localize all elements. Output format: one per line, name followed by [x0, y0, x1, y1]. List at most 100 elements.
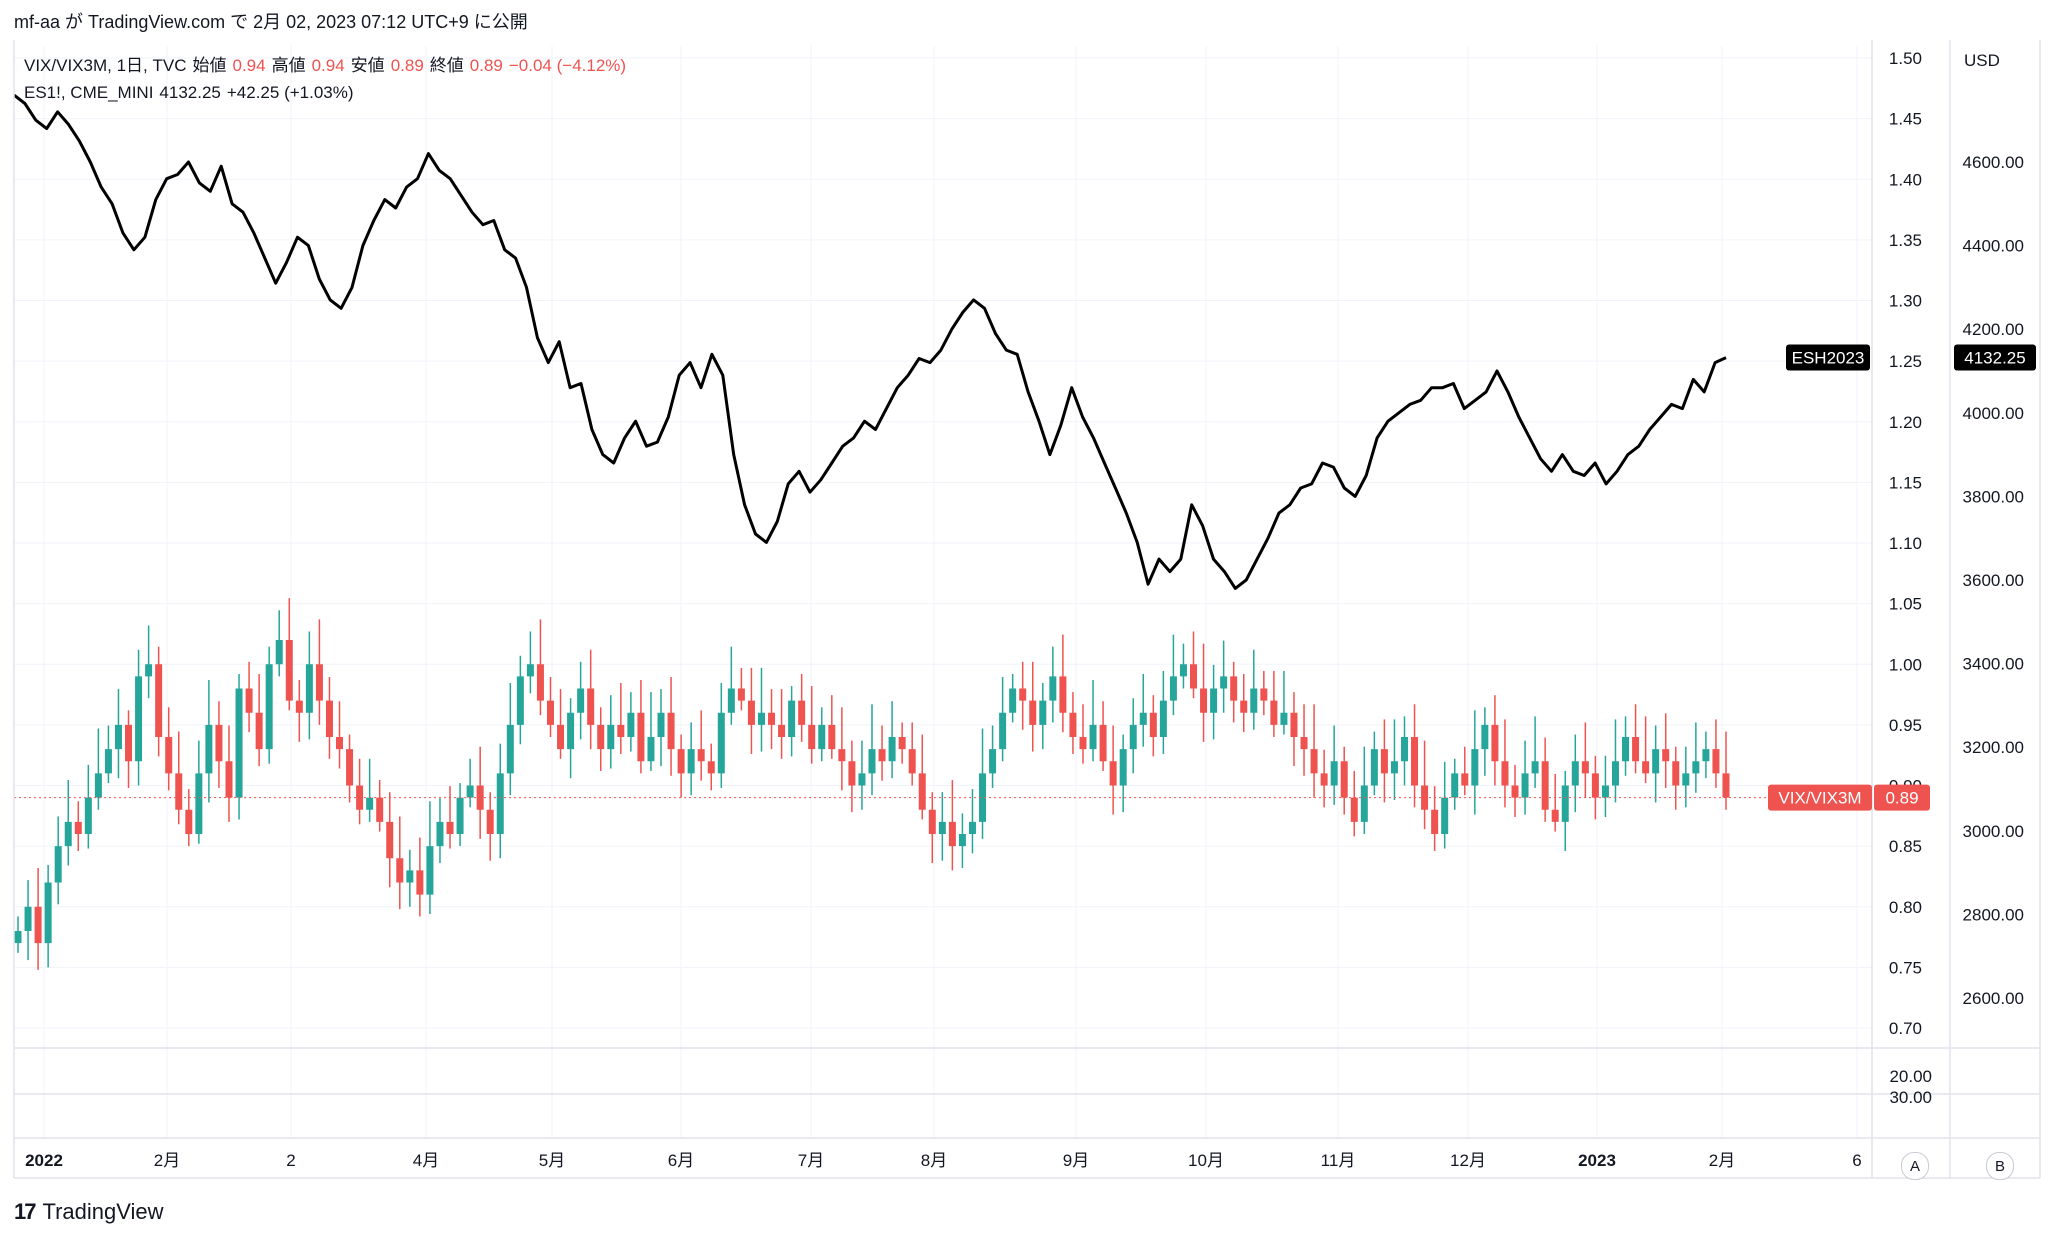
left-axis-tick: 1.40: [1889, 170, 1922, 189]
candle-body: [536, 664, 544, 701]
time-axis-label: 10月: [1188, 1151, 1224, 1170]
candle-body: [1210, 688, 1218, 713]
candle-body: [44, 882, 52, 944]
candle-body: [94, 773, 102, 798]
candle-body: [999, 712, 1007, 750]
lower-pane: 20.00 30.00: [1889, 1067, 1932, 1107]
candle-body: [436, 821, 444, 847]
candle-body: [376, 797, 384, 822]
candle-body: [888, 737, 896, 762]
legend-close-label: 終値: [429, 56, 464, 75]
candle-body: [506, 724, 514, 774]
candle-body: [14, 931, 22, 944]
candle-body: [788, 700, 796, 737]
candle-body: [938, 821, 946, 834]
candle-body: [1320, 773, 1328, 786]
candle-body: [617, 724, 625, 737]
left-axis-tick: 0.80: [1889, 898, 1922, 917]
candle-body: [798, 700, 806, 725]
candle-body: [768, 712, 776, 725]
candle-body: [747, 700, 755, 725]
time-axis-label: 5月: [539, 1151, 565, 1170]
candle-body: [305, 664, 313, 713]
candle-body: [1551, 809, 1559, 822]
candle-body: [195, 773, 203, 834]
left-axis-tick: 1.00: [1889, 655, 1922, 674]
right-price-axis[interactable]: USD 4600.00 4400.00 4200.00 4000.00 3800.00 36…: [1963, 51, 2024, 1008]
candle-body: [135, 676, 143, 762]
candle-body: [818, 724, 826, 750]
candle-body: [1019, 688, 1027, 701]
tradingview-logo-icon: 17: [14, 1199, 37, 1224]
vix-symbol-tag-label: VIX/VIX3M: [1778, 789, 1861, 808]
candle-body: [285, 640, 293, 701]
vix-symbol-tag: [1768, 784, 1872, 811]
candle-body: [74, 821, 82, 834]
candle-body: [516, 676, 524, 725]
candle-body: [84, 797, 92, 834]
candle-body: [1270, 700, 1278, 725]
time-axis-label: 2: [286, 1151, 295, 1170]
publish-header: mf-aa が TradingView.com で 2月 02, 2023 07…: [14, 12, 528, 32]
legend-open-value: 0.94: [232, 56, 266, 75]
candle-body: [1099, 724, 1107, 762]
right-axis-tick: 3600.00: [1963, 571, 2024, 590]
candle-body: [386, 821, 394, 859]
candle-body: [1300, 737, 1308, 750]
candle-body: [657, 712, 665, 737]
candle-body: [24, 906, 32, 931]
candle-body: [1431, 809, 1439, 834]
candle-body: [1400, 737, 1408, 762]
candle-body: [597, 724, 605, 750]
time-axis[interactable]: 2022 2月 2 4月 5月 6月 7月 8月 9月 10月 11月 12月 2023 2月 6: [25, 1151, 1862, 1170]
es-line-series: [13, 93, 1727, 590]
legend-overlay-row[interactable]: ES1!, CME_MINI 4132.25 +42.25 (+1.03%): [24, 79, 626, 106]
legend-main-row[interactable]: VIX/VIX3M, 1日, TVC 始値 0.94 高値 0.94 安値 0.89 …: [24, 52, 626, 79]
candle-body: [1009, 688, 1017, 713]
candle-body: [1109, 761, 1117, 786]
candle-body: [868, 749, 876, 774]
right-axis-tick: 4600.00: [1963, 153, 2024, 172]
candle-body: [1632, 737, 1640, 762]
candle-body: [114, 724, 122, 750]
candle-body: [245, 688, 253, 713]
legend-overlay-symbol: ES1!, CME_MINI: [24, 83, 154, 102]
lower-pane-tick: 20.00: [1889, 1067, 1932, 1086]
scale-b-button[interactable]: B: [1986, 1152, 2014, 1180]
right-axis-tick: 3200.00: [1963, 738, 2024, 757]
candle-body: [1561, 785, 1569, 822]
candle-body: [989, 749, 997, 774]
candle-body: [1622, 737, 1630, 762]
right-axis-tick: 4200.00: [1963, 320, 2024, 339]
candle-body: [1039, 700, 1047, 725]
chart-legend: VIX/VIX3M, 1日, TVC 始値 0.94 高値 0.94 安値 0.89 …: [24, 52, 626, 106]
pane-frame: [13, 40, 2041, 1179]
candle-body: [587, 688, 595, 725]
candle-body: [1250, 688, 1258, 713]
candle-body: [215, 724, 223, 762]
candle-body: [1280, 712, 1288, 725]
legend-low-label: 安値: [350, 56, 385, 75]
auto-scale-button[interactable]: A: [1901, 1152, 1929, 1180]
candle-body: [858, 773, 866, 786]
left-axis-tick: 1.45: [1889, 110, 1922, 129]
time-axis-label: 6月: [668, 1151, 694, 1170]
candle-body: [1471, 749, 1479, 786]
candle-body: [1411, 737, 1419, 786]
candle-body: [908, 749, 916, 774]
legend-overlay-value: 4132.25: [159, 83, 221, 102]
candle-body: [1511, 785, 1519, 798]
left-axis-tick: 1.05: [1889, 595, 1922, 614]
candle-body: [1390, 761, 1398, 774]
candle-body: [1240, 700, 1248, 713]
candle-body: [1581, 761, 1589, 774]
candle-body: [1541, 761, 1549, 810]
candle-body: [486, 809, 494, 834]
time-axis-label: 11月: [1321, 1151, 1356, 1170]
es-symbol-tag: [1786, 344, 1870, 371]
left-price-axis[interactable]: 1.50 1.45 1.40 1.35 1.30 1.25 1.20 1.15 1.10 1.05…: [1889, 49, 1922, 1038]
candle-body: [1059, 676, 1067, 713]
candle-body: [426, 846, 434, 895]
candle-body: [235, 688, 243, 798]
